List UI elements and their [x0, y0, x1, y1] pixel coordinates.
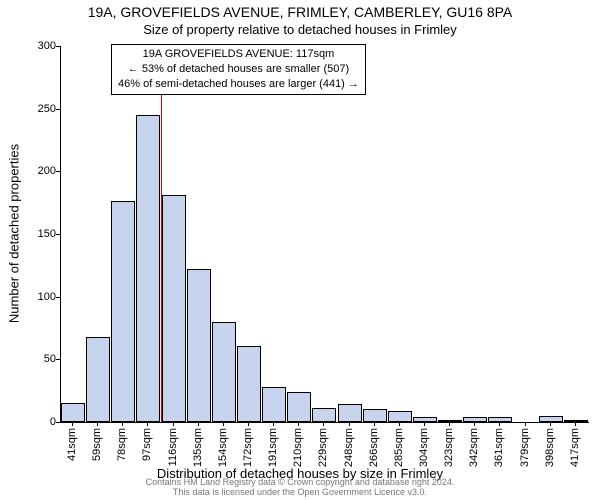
x-tick-mark	[499, 422, 500, 426]
x-tick-mark	[374, 422, 375, 426]
bar	[463, 417, 487, 422]
x-tick-mark	[424, 422, 425, 426]
bar	[388, 411, 412, 422]
bar	[287, 392, 311, 422]
bar	[262, 387, 286, 422]
chart-root: 19A, GROVEFIELDS AVENUE, FRIMLEY, CAMBER…	[0, 0, 600, 500]
page-title: 19A, GROVEFIELDS AVENUE, FRIMLEY, CAMBER…	[0, 4, 600, 20]
x-tick-mark	[273, 422, 274, 426]
x-tick-mark	[474, 422, 475, 426]
plot-area: 19A GROVEFIELDS AVENUE: 117sqm ← 53% of …	[60, 46, 589, 423]
x-tick-mark	[147, 422, 148, 426]
x-tick-mark	[223, 422, 224, 426]
bar	[162, 195, 186, 422]
callout-line-3: 46% of semi-detached houses are larger (…	[118, 77, 359, 92]
x-tick-mark	[248, 422, 249, 426]
x-tick-mark	[122, 422, 123, 426]
x-tick-mark	[449, 422, 450, 426]
x-tick-mark	[550, 422, 551, 426]
bar	[86, 337, 110, 422]
x-tick-mark	[173, 422, 174, 426]
x-tick-mark	[97, 422, 98, 426]
bar	[363, 409, 387, 422]
y-tick-label: 100	[16, 291, 56, 303]
x-tick-mark	[399, 422, 400, 426]
y-tick-label: 150	[16, 228, 56, 240]
y-tick-label: 50	[16, 353, 56, 365]
bar	[187, 269, 211, 422]
page-subtitle: Size of property relative to detached ho…	[0, 22, 600, 37]
bar	[212, 322, 236, 422]
bar	[111, 201, 135, 422]
x-tick-mark	[575, 422, 576, 426]
bar	[61, 403, 85, 422]
x-tick-mark	[298, 422, 299, 426]
marker-line	[161, 46, 162, 422]
bar	[539, 416, 563, 422]
x-tick-mark	[349, 422, 350, 426]
footer-attribution: Contains HM Land Registry data © Crown c…	[0, 478, 600, 498]
bar	[237, 346, 261, 422]
bar	[564, 420, 588, 423]
y-tick-label: 300	[16, 40, 56, 52]
y-tick-label: 200	[16, 165, 56, 177]
callout-box: 19A GROVEFIELDS AVENUE: 117sqm ← 53% of …	[111, 44, 366, 95]
bar	[413, 417, 437, 422]
callout-line-2: ← 53% of detached houses are smaller (50…	[118, 62, 359, 77]
callout-line-1: 19A GROVEFIELDS AVENUE: 117sqm	[118, 47, 359, 62]
bar	[438, 420, 462, 422]
x-tick-mark	[72, 422, 73, 426]
bar	[136, 115, 160, 422]
x-tick-mark	[323, 422, 324, 426]
bar	[338, 404, 362, 422]
x-tick-mark	[198, 422, 199, 426]
bar	[312, 408, 336, 422]
bar	[488, 417, 512, 422]
y-tick-label: 250	[16, 103, 56, 115]
x-tick-mark	[525, 422, 526, 426]
y-tick-label: 0	[16, 416, 56, 428]
footer-line-1: Contains HM Land Registry data © Crown c…	[146, 477, 455, 487]
footer-line-2: This data is licensed under the Open Gov…	[173, 487, 427, 497]
